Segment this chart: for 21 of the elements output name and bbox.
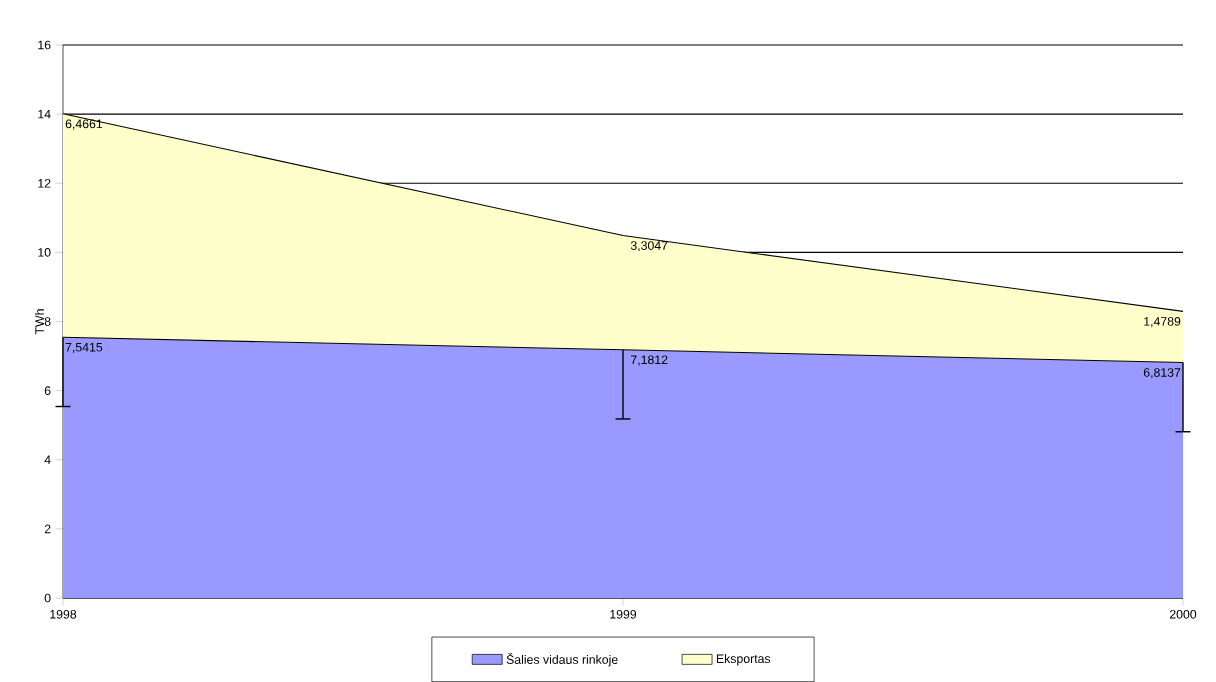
legend-label: Šalies vidaus rinkoje xyxy=(506,653,618,667)
x-tick-label: 1999 xyxy=(610,609,637,619)
data-label: 6,8137 xyxy=(1143,368,1181,379)
y-tick-label: 6 xyxy=(44,386,51,395)
data-label: 3,3047 xyxy=(630,241,668,252)
data-label: 7,5415 xyxy=(65,342,103,353)
y-tick-label: 16 xyxy=(38,40,51,50)
legend-label: Eksportas xyxy=(716,653,771,666)
data-label: 6,4661 xyxy=(65,119,103,130)
y-tick-label: 14 xyxy=(38,109,51,119)
data-label: 1,4789 xyxy=(1144,317,1181,328)
x-tick-label: 2000 xyxy=(1169,609,1197,619)
y-tick-label: 4 xyxy=(44,455,51,464)
y-axis-title: TWh xyxy=(34,309,44,335)
y-tick-label: 0 xyxy=(44,593,51,603)
y-tick-label: 10 xyxy=(38,248,51,257)
y-tick-label: 8 xyxy=(44,317,51,326)
x-tick-label: 1998 xyxy=(50,609,77,619)
y-tick-label: 2 xyxy=(44,524,51,534)
data-label: 7,1812 xyxy=(631,355,668,366)
y-tick-label: 12 xyxy=(38,178,51,188)
